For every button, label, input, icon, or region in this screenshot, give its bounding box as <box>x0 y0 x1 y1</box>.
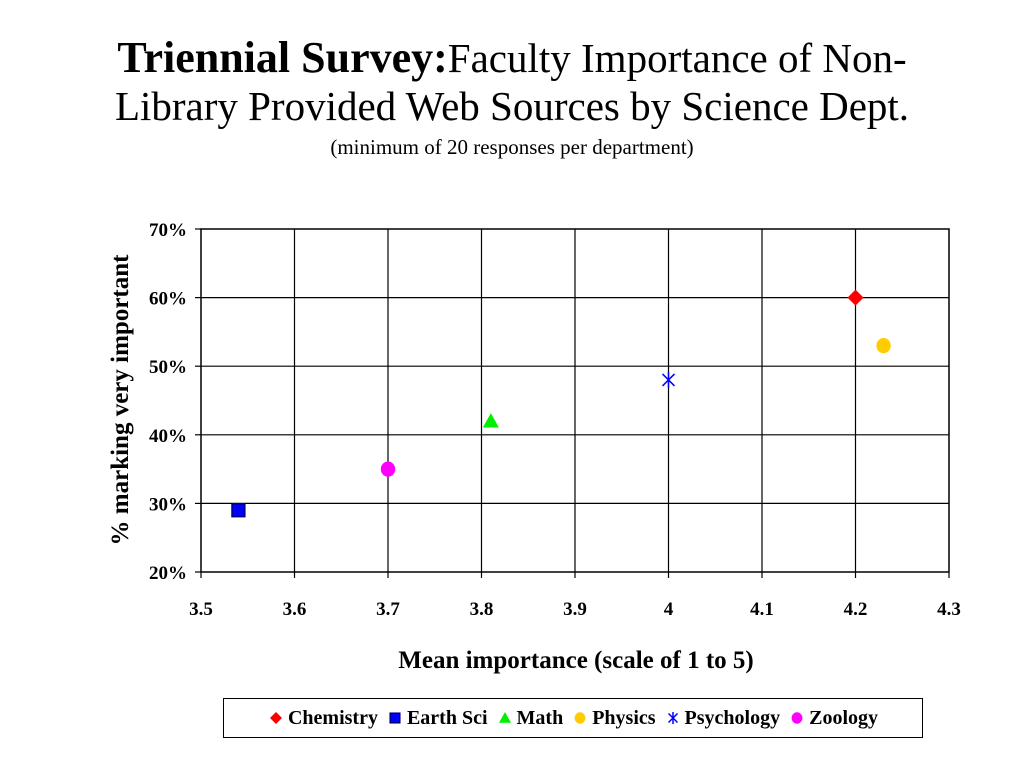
legend-label: Math <box>516 706 564 729</box>
x-tick-label: 4.3 <box>937 599 961 620</box>
title-line-1: Triennial Survey:Faculty Importance of N… <box>0 34 1024 82</box>
chart-legend: Chemistry Earth Sci Math Physics Psychology Z… <box>223 698 923 738</box>
y-tick-label: 70% <box>149 220 187 241</box>
tick-labels: 3.5 3.6 3.7 3.8 3.9 4 4.1 4.2 4.3 20% 30% 40% 50% 60%… <box>149 220 961 620</box>
legend-marker-icon <box>498 712 511 723</box>
title-bold: Triennial Survey: <box>117 33 448 82</box>
x-tick-label: 3.5 <box>189 599 213 620</box>
data-point-earth-sci <box>231 503 246 518</box>
y-tick-label: 40% <box>149 426 187 447</box>
legend-item-math: Math <box>497 706 564 730</box>
legend-marker-shape <box>791 712 803 724</box>
data-point-zoology <box>380 461 396 477</box>
legend-marker-icon <box>574 712 586 724</box>
title-line-2: Library Provided Web Sources by Science … <box>114 83 910 129</box>
data-points <box>231 289 891 518</box>
x-tick-label: 4.2 <box>844 599 868 620</box>
data-point-chemistry <box>847 289 864 306</box>
y-axis-label: % marking very important <box>107 254 134 546</box>
x-tick-label: 4 <box>664 599 674 620</box>
legend-marker-icon <box>667 712 678 724</box>
legend-item-chemistry: Chemistry <box>268 707 378 730</box>
x-axis-label: Mean importance (scale of 1 to 5) <box>398 647 753 674</box>
legend-label: Chemistry <box>287 706 378 729</box>
legend-marker-icon <box>389 712 401 724</box>
title-rest: Faculty Importance of Non- <box>447 35 907 81</box>
x-tick-label: 3.9 <box>563 599 587 620</box>
legend-marker-shape <box>389 712 401 724</box>
data-point-physics <box>876 338 891 354</box>
legend-marker-shape <box>269 712 282 724</box>
legend-marker-shape <box>667 712 678 724</box>
x-tick-label: 3.7 <box>376 599 400 620</box>
legend-marker-icon <box>269 712 282 724</box>
x-tick-label: 3.6 <box>283 599 307 620</box>
y-tick-label: 60% <box>149 289 187 310</box>
legend-marker-shape <box>498 712 511 723</box>
x-tick-label: 3.8 <box>470 599 494 620</box>
legend-marker-icon <box>791 712 803 724</box>
legend-label: Psychology <box>684 706 781 729</box>
legend-item-earth-sci: Earth Sci <box>387 707 488 730</box>
data-point-math <box>482 413 499 428</box>
data-point-psychology <box>661 371 676 388</box>
grid-lines <box>195 228 950 578</box>
y-tick-label: 20% <box>149 563 187 584</box>
legend-label: Earth Sci <box>406 706 488 729</box>
chart-title: Triennial Survey:Faculty Importance of N… <box>0 34 1024 162</box>
y-tick-label: 30% <box>149 494 187 515</box>
legend-marker-shape <box>574 712 586 724</box>
y-tick-label: 50% <box>149 357 187 378</box>
chart-subtitle: (minimum of 20 responses per department) <box>330 135 694 159</box>
legend-label: Zoology <box>809 706 879 729</box>
legend-item-physics: Physics <box>572 706 656 730</box>
x-tick-label: 4.1 <box>750 599 774 620</box>
legend-item-zoology: Zoology <box>789 707 878 730</box>
legend-item-psychology: Psychology <box>665 706 781 730</box>
legend-label: Physics <box>592 706 656 729</box>
